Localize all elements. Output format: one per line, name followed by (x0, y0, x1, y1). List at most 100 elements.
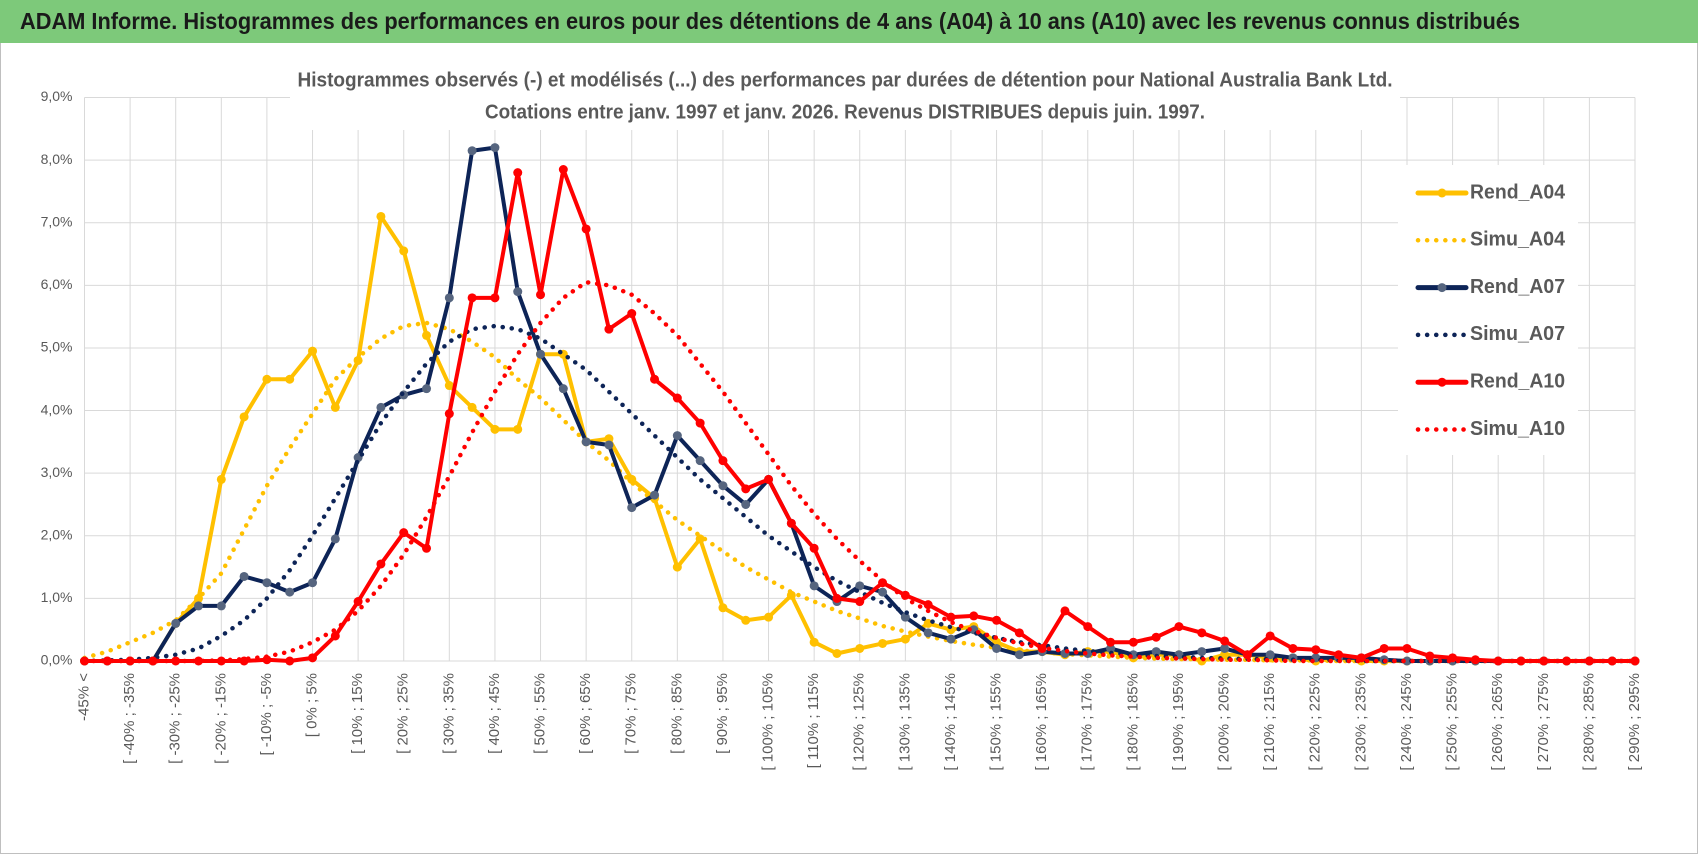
x-tick-label: [ 110% ; 115% (805, 673, 822, 768)
marker (330, 534, 340, 544)
marker (900, 612, 910, 622)
x-tick-label: [ 150% ; 155% (988, 673, 1005, 771)
marker (308, 653, 318, 663)
legend-label: Simu_A04 (1470, 229, 1566, 251)
marker (1174, 622, 1184, 632)
y-tick-label: 3,0% (41, 464, 73, 480)
marker (216, 474, 226, 484)
x-tick-label: [ 140% ; 145% (942, 673, 959, 771)
y-tick-label: 9,0% (41, 88, 73, 104)
x-tick-label: [ 20% ; 25% (395, 673, 412, 754)
marker (1060, 606, 1070, 616)
marker (900, 634, 910, 644)
marker (330, 631, 340, 641)
marker (1334, 650, 1344, 660)
marker (422, 543, 432, 553)
marker (718, 456, 728, 466)
marker (855, 581, 865, 591)
legend-label: Simu_A07 (1470, 323, 1565, 345)
x-tick-label: -45% < (75, 673, 92, 721)
marker (1197, 628, 1207, 638)
x-tick-label: [ -40% ; -35% (121, 673, 138, 764)
legend-marker (1437, 377, 1447, 387)
marker (216, 601, 226, 611)
title-box (290, 64, 1400, 130)
marker (102, 656, 112, 666)
marker (422, 384, 432, 394)
marker (855, 643, 865, 653)
marker (741, 484, 751, 494)
marker (672, 562, 682, 572)
marker (1220, 650, 1230, 660)
legend: Rend_A04 Simu_A04 Rend_A07 Simu_A07 Rend_A10… (1415, 181, 1566, 440)
marker (422, 330, 432, 340)
marker (239, 412, 249, 422)
marker (285, 656, 295, 666)
marker (513, 424, 523, 434)
marker (1220, 643, 1230, 653)
series (80, 143, 1640, 666)
marker (581, 224, 591, 234)
marker (171, 618, 181, 628)
marker (490, 424, 500, 434)
marker (764, 474, 774, 484)
y-tick-label: 5,0% (41, 339, 73, 355)
marker (604, 440, 614, 450)
chart-subtitle: Cotations entre janv. 1997 et janv. 2026… (485, 101, 1205, 123)
x-tick-label: [ 200% ; 205% (1216, 673, 1233, 771)
marker (1379, 643, 1389, 653)
x-tick-label: [ 170% ; 175% (1079, 673, 1096, 771)
marker (650, 490, 660, 500)
x-tick-label: [ 10% ; 15% (349, 673, 366, 754)
marker (741, 615, 751, 625)
marker (1220, 636, 1230, 646)
x-tick-label: [ 230% ; 235% (1352, 673, 1369, 771)
x-tick-label: [ 130% ; 135% (896, 673, 913, 771)
marker (444, 381, 454, 391)
marker (878, 587, 888, 597)
x-tick-label: [ -30% ; -25% (167, 673, 184, 764)
marker (923, 628, 933, 638)
marker (558, 165, 568, 175)
x-tick-label: [ 160% ; 165% (1033, 673, 1050, 771)
marker (353, 597, 363, 607)
marker (718, 481, 728, 491)
marker (627, 309, 637, 319)
marker (832, 593, 842, 603)
marker (832, 648, 842, 658)
marker (672, 393, 682, 403)
marker (992, 615, 1002, 625)
marker (764, 612, 774, 622)
marker (1539, 656, 1549, 666)
marker (809, 581, 819, 591)
legend-box (1398, 165, 1578, 455)
x-tick-label: [ 0% ; 5% (303, 673, 320, 737)
marker (604, 434, 614, 444)
marker (718, 603, 728, 613)
marker (1584, 656, 1594, 666)
marker (285, 587, 295, 597)
y-tick-label: 4,0% (41, 401, 73, 417)
marker (1128, 637, 1138, 647)
x-tick-label: [ 120% ; 125% (851, 673, 868, 771)
marker (1425, 651, 1435, 661)
marker (513, 287, 523, 297)
marker (946, 634, 956, 644)
x-tick-label: [ 250% ; 255% (1444, 673, 1461, 771)
marker (308, 578, 318, 588)
legend-label: Rend_A07 (1470, 276, 1565, 298)
marker (262, 374, 272, 384)
marker (969, 611, 979, 621)
marker (148, 656, 158, 666)
marker (1265, 650, 1275, 660)
marker (376, 402, 386, 412)
marker (1493, 656, 1503, 666)
marker (695, 534, 705, 544)
marker (604, 324, 614, 334)
marker (1402, 643, 1412, 653)
x-tick-label: [ 80% ; 85% (668, 673, 685, 754)
marker (399, 528, 409, 538)
y-tick-label: 1,0% (41, 589, 73, 605)
marker (536, 290, 546, 300)
